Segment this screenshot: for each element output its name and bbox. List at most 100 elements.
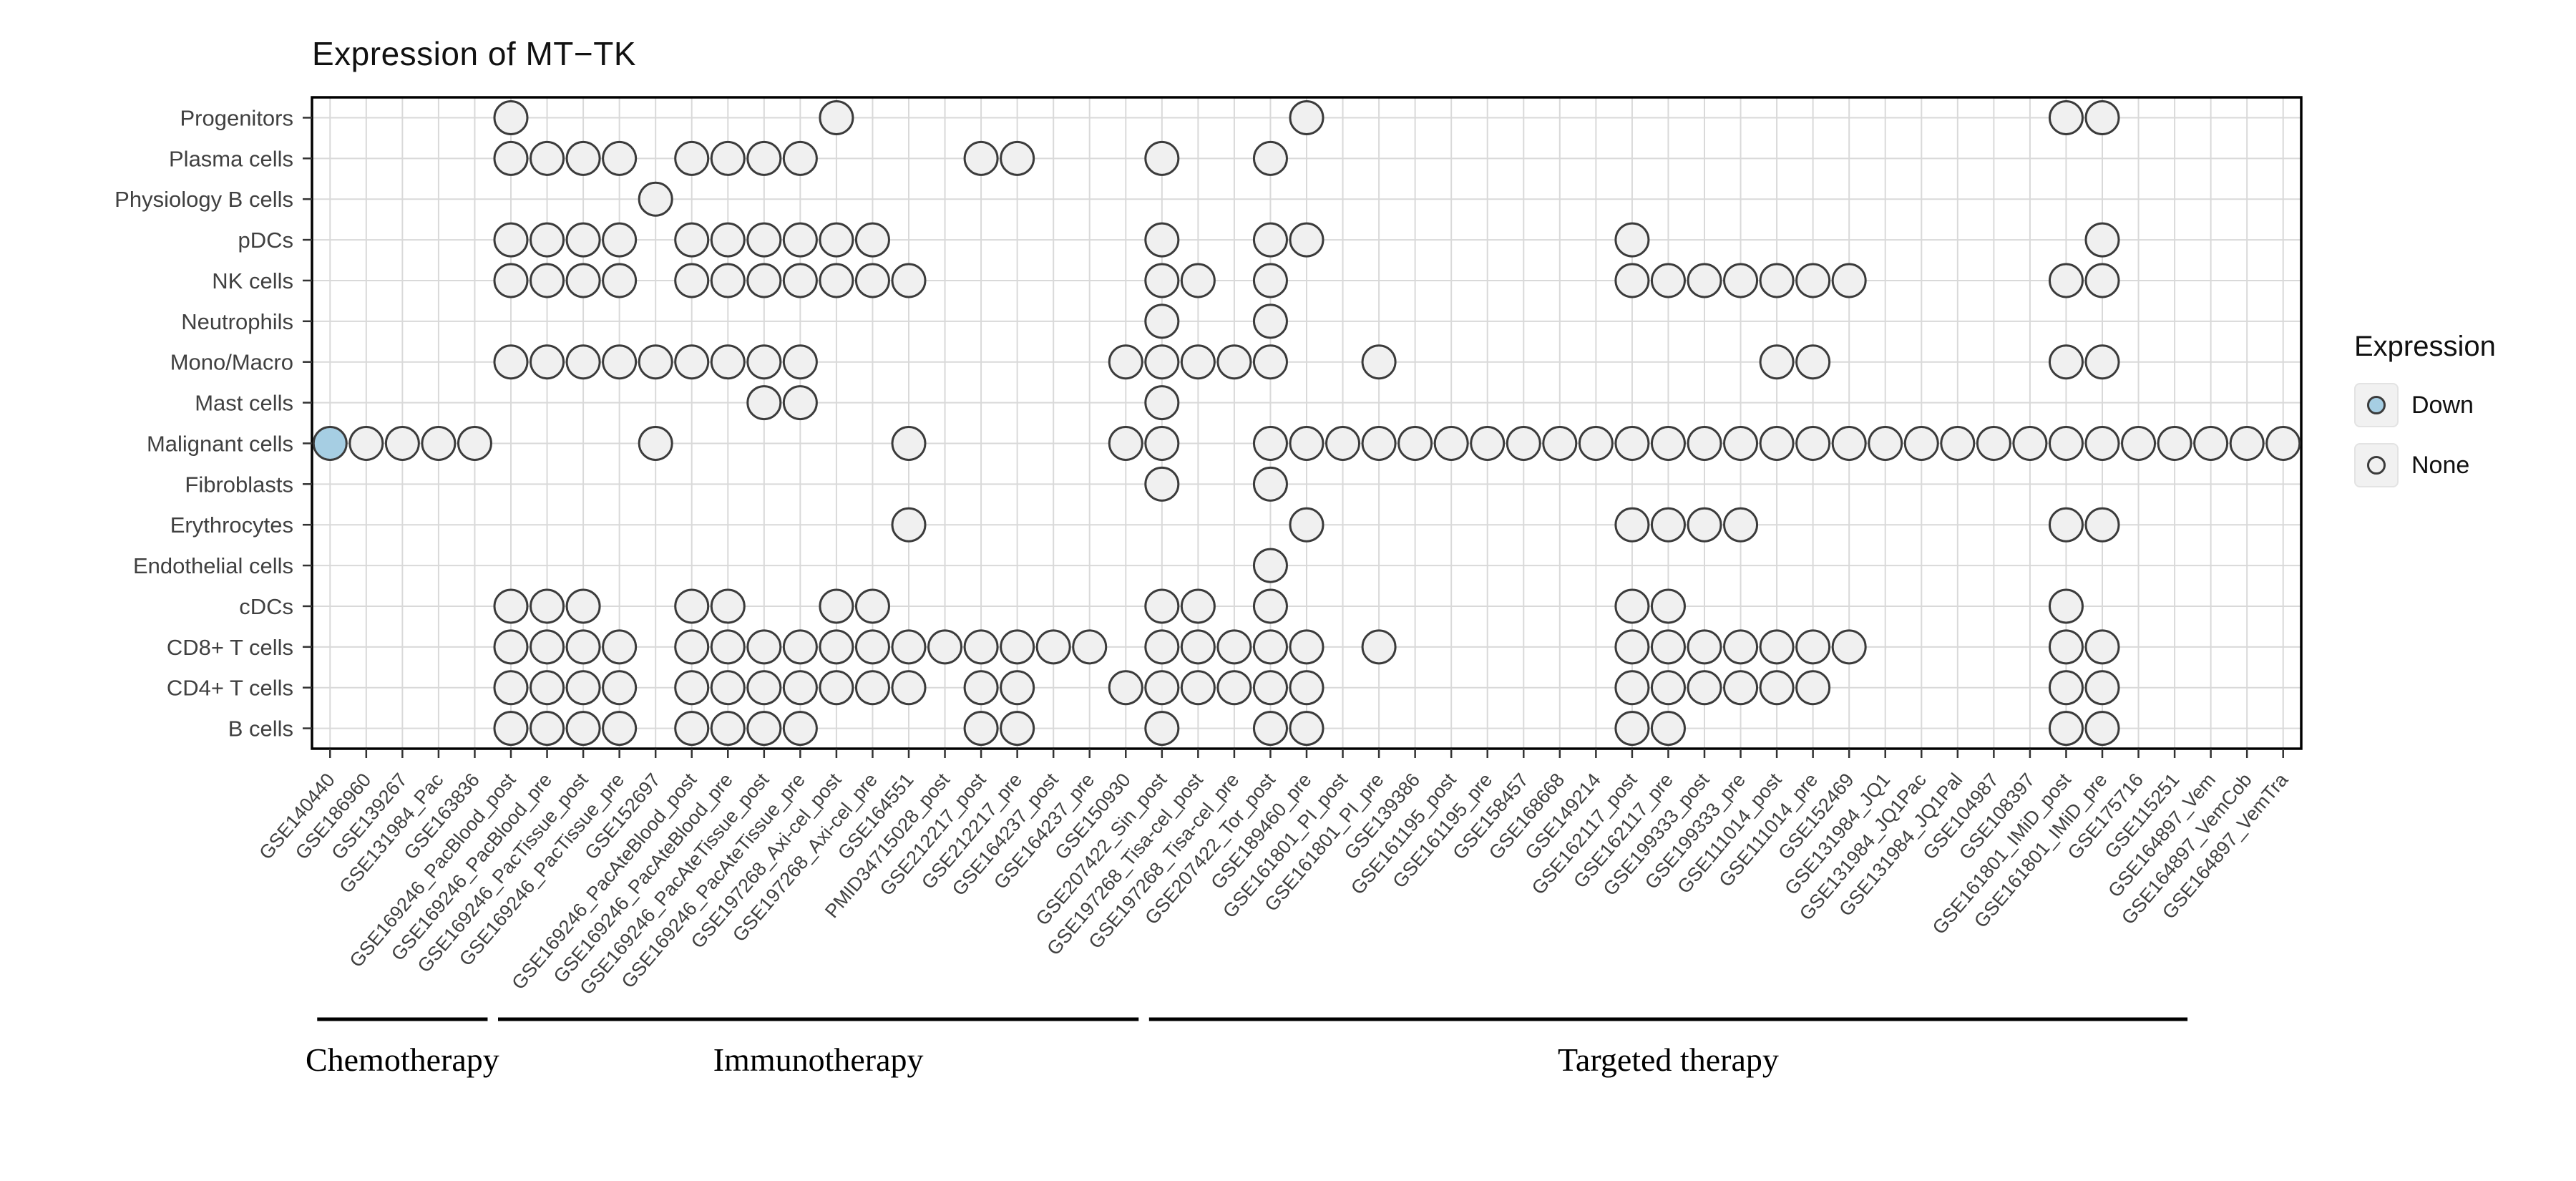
expression-dot-none [710, 629, 746, 665]
expression-dot-none [2048, 344, 2084, 380]
group-label: Immunotherapy [713, 1041, 924, 1078]
expression-dot-none [782, 711, 818, 747]
expression-dot-none [1976, 425, 2011, 461]
expression-dot-none [710, 140, 746, 176]
expression-dot-none [1289, 507, 1324, 543]
expression-dot-none [1831, 629, 1867, 665]
expression-dot-none [1144, 466, 1180, 502]
expression-dot-none [2048, 263, 2084, 298]
legend-title: Expression [2354, 331, 2496, 362]
expression-dot-none [493, 670, 529, 706]
chart-title: Expression of MT−TK [312, 35, 637, 72]
expression-dot-none [348, 425, 384, 461]
expression-dot-none [1614, 425, 1650, 461]
expression-dot-none [1650, 425, 1686, 461]
expression-dot-none [530, 629, 565, 665]
expression-dot-none [710, 222, 746, 258]
expression-dot-none [1614, 263, 1650, 298]
legend-key-down-icon [2354, 383, 2399, 427]
expression-dot-none [1759, 344, 1795, 380]
expression-dot-none [1506, 425, 1541, 461]
expression-dot-none [1252, 629, 1288, 665]
expression-dot-none [1361, 425, 1397, 461]
expression-dot-none [1759, 425, 1795, 461]
expression-dot-none [2084, 670, 2120, 706]
expression-dot-none [421, 425, 457, 461]
expression-dot-none [2084, 507, 2120, 543]
expression-legend: Expression Down None [2354, 331, 2496, 487]
y-axis-label: Erythrocytes [170, 512, 293, 538]
expression-dot-none [1759, 629, 1795, 665]
y-axis-label: Plasma cells [169, 146, 293, 171]
expression-dot-none [1289, 425, 1324, 461]
expression-dot-none [1940, 425, 1976, 461]
expression-dot-none [674, 588, 710, 624]
expression-dot-none [2084, 425, 2120, 461]
expression-dot-none [493, 588, 529, 624]
expression-dot-none [746, 344, 782, 380]
y-axis-label: NK cells [212, 268, 293, 293]
expression-dot-none [602, 263, 638, 298]
expression-dot-none [891, 425, 927, 461]
expression-dot-none [1795, 263, 1831, 298]
expression-dot-none [1144, 263, 1180, 298]
expression-dot-none [1650, 711, 1686, 747]
expression-dot-none [710, 670, 746, 706]
down-dot-icon [2367, 396, 2386, 414]
expression-dot-none [819, 629, 854, 665]
expression-dot-none [891, 670, 927, 706]
expression-dot-none [1687, 670, 1722, 706]
expression-dot-none [1108, 670, 1143, 706]
expression-dot-none [565, 670, 601, 706]
expression-dot-none [891, 263, 927, 298]
y-axis-label: Malignant cells [147, 431, 293, 456]
expression-dot-none [963, 140, 999, 176]
expression-dot-down [312, 425, 348, 461]
group-label: Targeted therapy [1558, 1041, 1779, 1078]
expression-dot-none [2048, 670, 2084, 706]
expression-dot-none [1289, 670, 1324, 706]
legend-item-down: Down [2354, 383, 2496, 427]
expression-dot-none [1614, 222, 1650, 258]
expression-dot-none [1252, 222, 1288, 258]
expression-dot-none [1868, 425, 1903, 461]
expression-dot-none [891, 507, 927, 543]
expression-dot-none [1108, 425, 1143, 461]
expression-dot-none [565, 629, 601, 665]
expression-dot-none [2121, 425, 2157, 461]
expression-dot-none [1000, 140, 1035, 176]
expression-dot-none [493, 99, 529, 135]
expression-dot-none [746, 711, 782, 747]
expression-dot-none [493, 140, 529, 176]
legend-label-down: Down [2411, 391, 2474, 419]
expression-dot-none [1723, 507, 1759, 543]
expression-dot-none [1000, 711, 1035, 747]
expression-dot-none [819, 588, 854, 624]
expression-dot-none [530, 222, 565, 258]
expression-dot-none [565, 222, 601, 258]
expression-dot-none [674, 711, 710, 747]
expression-dot-none [2265, 425, 2301, 461]
expression-dot-none [1614, 670, 1650, 706]
expression-dot-none [746, 140, 782, 176]
none-dot-icon [2367, 456, 2386, 475]
expression-dot-none [1723, 263, 1759, 298]
expression-dot-none [1252, 670, 1288, 706]
expression-dot-none [746, 263, 782, 298]
y-axis-label: B cells [228, 716, 293, 742]
expression-dot-none [2193, 425, 2229, 461]
expression-dot-none [565, 711, 601, 747]
expression-dot-none [1614, 507, 1650, 543]
expression-dot-none [1180, 670, 1216, 706]
expression-dot-none [565, 588, 601, 624]
group-label: Chemotherapy [306, 1041, 499, 1078]
expression-dot-none [1795, 344, 1831, 380]
expression-dot-none [1361, 344, 1397, 380]
expression-dot-none [819, 263, 854, 298]
legend-item-none: None [2354, 443, 2496, 487]
expression-dot-none [1831, 263, 1867, 298]
expression-dot-none [1144, 303, 1180, 339]
expression-dot-none [1614, 629, 1650, 665]
expression-dot-none [2084, 99, 2120, 135]
